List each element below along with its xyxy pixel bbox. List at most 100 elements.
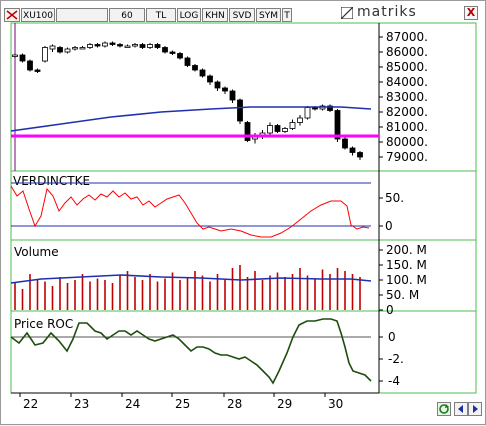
scroll-left-icon[interactable] bbox=[454, 402, 468, 416]
volume-ytick: 150. M bbox=[386, 258, 427, 272]
candle-body bbox=[124, 45, 131, 48]
price-ytick: 79000. bbox=[386, 150, 428, 164]
roc-line bbox=[10, 318, 372, 385]
indicator-ytick-50: 50. bbox=[385, 191, 404, 205]
matriks-logo: matriks bbox=[339, 3, 435, 23]
x-axis-label: 29 bbox=[277, 397, 292, 411]
currency-button[interactable]: TL bbox=[146, 8, 176, 22]
candle-body bbox=[289, 122, 296, 129]
candle-body bbox=[274, 125, 281, 132]
candle-body bbox=[94, 44, 101, 47]
close-button[interactable]: X bbox=[464, 6, 478, 20]
period-button[interactable]: 60 bbox=[109, 8, 145, 22]
price-ytick: 87000. bbox=[386, 30, 428, 44]
price-ytick: 80000. bbox=[386, 135, 428, 149]
candle-body bbox=[207, 75, 213, 83]
candle-body bbox=[357, 152, 363, 158]
candle-body bbox=[132, 44, 138, 47]
candle-body bbox=[327, 105, 333, 111]
roc-title: Price ROC bbox=[14, 317, 73, 331]
symbol-button[interactable]: XU100 bbox=[21, 8, 55, 22]
candle-body bbox=[222, 87, 228, 92]
candle-body bbox=[342, 138, 348, 149]
price-ytick: 86000. bbox=[386, 45, 428, 59]
candle-body bbox=[79, 47, 86, 50]
roc-y-axis: 0 -2. -4 bbox=[379, 330, 404, 388]
volume-title: Volume bbox=[14, 245, 59, 259]
price-ytick: 82000. bbox=[386, 105, 428, 119]
candle-body bbox=[57, 47, 63, 53]
candle-body bbox=[282, 128, 288, 132]
chart-tool-icon[interactable] bbox=[4, 8, 20, 22]
candle-body bbox=[214, 81, 221, 89]
price-ytick: 81000. bbox=[386, 120, 428, 134]
roc-ytick: 0 bbox=[388, 330, 396, 344]
volume-panel bbox=[10, 239, 477, 312]
indicator-ytick-0: 0 bbox=[385, 219, 393, 233]
x-axis-label: 24 bbox=[125, 397, 140, 411]
candle-body bbox=[117, 44, 123, 47]
price-candles bbox=[12, 41, 363, 160]
volume-ytick: 50. M bbox=[386, 288, 419, 302]
candle-body bbox=[192, 65, 198, 71]
volume-ytick: 200. M bbox=[386, 243, 427, 257]
candle-body bbox=[154, 44, 161, 48]
candle-body bbox=[72, 47, 78, 50]
brand-text: matriks bbox=[357, 4, 417, 20]
scroll-right-icon[interactable] bbox=[468, 402, 482, 416]
candle-body bbox=[64, 48, 71, 53]
candle-body bbox=[229, 90, 236, 101]
volume-ytick: 100. M bbox=[386, 273, 427, 287]
symbol-dropdown[interactable] bbox=[56, 8, 108, 22]
khn-button[interactable]: KHN bbox=[202, 8, 228, 22]
candle-body bbox=[237, 99, 243, 122]
candle-body bbox=[139, 44, 146, 48]
moving-average-line bbox=[10, 106, 372, 132]
candle-body bbox=[19, 54, 26, 62]
toolbar: XU100 60 TL LOG KHN SVD SYM T bbox=[4, 7, 482, 23]
candle-body bbox=[304, 107, 311, 119]
candle-body bbox=[162, 47, 168, 53]
volume-average-line bbox=[10, 274, 372, 284]
candle-body bbox=[334, 110, 341, 140]
candle-body bbox=[147, 44, 153, 48]
x-axis-labels: 22 23 24 25 28 29 30 bbox=[19, 393, 343, 411]
indicator-line bbox=[10, 185, 370, 238]
x-axis-label: 25 bbox=[175, 397, 190, 411]
x-axis-label: 22 bbox=[23, 397, 38, 411]
candle-body bbox=[27, 60, 33, 71]
price-ytick: 85000. bbox=[386, 60, 428, 74]
candle-body bbox=[267, 125, 273, 134]
svd-button[interactable]: SVD bbox=[229, 8, 255, 22]
candle-body bbox=[177, 53, 183, 59]
roc-ytick: -2. bbox=[388, 352, 404, 366]
x-axis-label: 28 bbox=[227, 397, 242, 411]
matriks-logo-mark-icon bbox=[341, 7, 353, 19]
x-axis-label: 23 bbox=[74, 397, 89, 411]
x-axis-label: 30 bbox=[328, 397, 343, 411]
indicator-title: VERDINCTKE bbox=[13, 174, 90, 188]
candle-body bbox=[297, 117, 303, 123]
refresh-icon[interactable] bbox=[437, 402, 451, 416]
candle-body bbox=[102, 42, 108, 47]
candle-body bbox=[12, 54, 18, 57]
volume-ytick: 0 bbox=[386, 303, 394, 317]
roc-ytick: -4 bbox=[388, 374, 400, 388]
candle-body bbox=[169, 51, 176, 54]
candle-body bbox=[49, 45, 56, 50]
price-y-axis: 87000.86000.85000.84000.83000.82000.8100… bbox=[379, 30, 428, 164]
candle-body bbox=[244, 122, 251, 141]
sym-button[interactable]: SYM bbox=[256, 8, 281, 22]
candle-body bbox=[42, 47, 48, 62]
log-button[interactable]: LOG bbox=[177, 8, 201, 22]
candle-body bbox=[109, 42, 116, 45]
t-button[interactable]: T bbox=[282, 8, 292, 22]
candle-body bbox=[199, 69, 206, 77]
price-ytick: 84000. bbox=[386, 75, 428, 89]
candle-body bbox=[184, 57, 191, 66]
price-ytick: 83000. bbox=[386, 90, 428, 104]
candle-body bbox=[87, 44, 93, 48]
